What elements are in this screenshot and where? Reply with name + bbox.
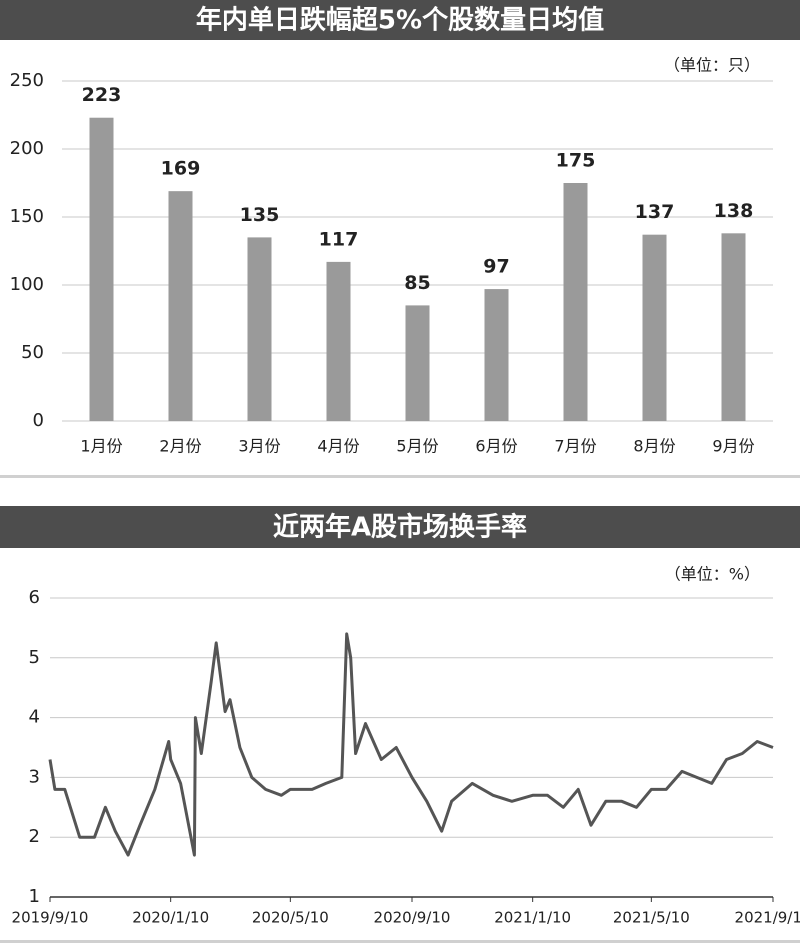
value-label: 169: [161, 158, 201, 180]
x-tick-label: 2020/9/10: [374, 909, 451, 927]
y-tick-label: 150: [10, 206, 44, 227]
x-tick-label: 1月份: [80, 437, 122, 456]
x-tick-label: 2020/1/10: [132, 909, 209, 927]
y-tick-label: 50: [21, 342, 44, 363]
bar: [247, 237, 272, 421]
header-bar: [0, 506, 800, 548]
divider: [0, 940, 800, 943]
bar: [484, 289, 509, 421]
bar: [89, 117, 114, 421]
chart-title: 年内单日跌幅超5%个股数量日均值: [196, 5, 604, 36]
line-series: [48, 632, 774, 857]
y-tick-label: 1: [29, 886, 40, 907]
x-tick-label: 2021/1/10: [494, 909, 571, 927]
x-tick-label: 2021/5/10: [613, 909, 690, 927]
x-tick-label: 2020/5/10: [252, 909, 329, 927]
x-tick-label: 2月份: [159, 437, 201, 456]
x-tick-label: 4月份: [317, 437, 359, 456]
bar: [642, 234, 667, 421]
value-label: 223: [82, 84, 122, 106]
x-tick-label: 2021/9/10: [735, 909, 800, 927]
y-tick-label: 4: [29, 707, 40, 728]
value-label: 135: [240, 204, 280, 226]
x-tick-label: 8月份: [633, 437, 675, 456]
bar: [721, 233, 746, 421]
y-tick-label: 3: [29, 766, 40, 787]
x-tick-label: 9月份: [712, 437, 754, 456]
x-tick-label: 6月份: [475, 437, 517, 456]
unit-label: （单位：%）: [665, 565, 760, 584]
value-label: 137: [635, 201, 675, 223]
y-tick-label: 100: [10, 274, 44, 295]
x-tick-label: 5月份: [396, 437, 438, 456]
bar: [168, 191, 193, 421]
y-tick-label: 6: [29, 587, 40, 608]
value-label: 138: [714, 200, 754, 222]
header-bar: [0, 0, 800, 40]
value-label: 97: [483, 256, 509, 278]
chart-title: 近两年A股市场换手率: [273, 512, 527, 543]
value-label: 175: [556, 150, 596, 172]
y-tick-label: 200: [10, 138, 44, 159]
y-tick-label: 0: [33, 410, 44, 431]
value-label: 85: [404, 272, 430, 294]
y-tick-label: 250: [10, 70, 44, 91]
value-label: 117: [319, 228, 359, 250]
divider: [0, 475, 800, 478]
unit-label: （单位：只）: [664, 56, 760, 75]
bar: [405, 305, 430, 421]
bar: [326, 261, 351, 421]
y-tick-label: 2: [29, 826, 40, 847]
x-tick-label: 2019/9/10: [12, 909, 89, 927]
bar: [563, 183, 588, 421]
x-tick-label: 7月份: [554, 437, 596, 456]
y-tick-label: 5: [29, 647, 40, 668]
x-tick-label: 3月份: [238, 437, 280, 456]
